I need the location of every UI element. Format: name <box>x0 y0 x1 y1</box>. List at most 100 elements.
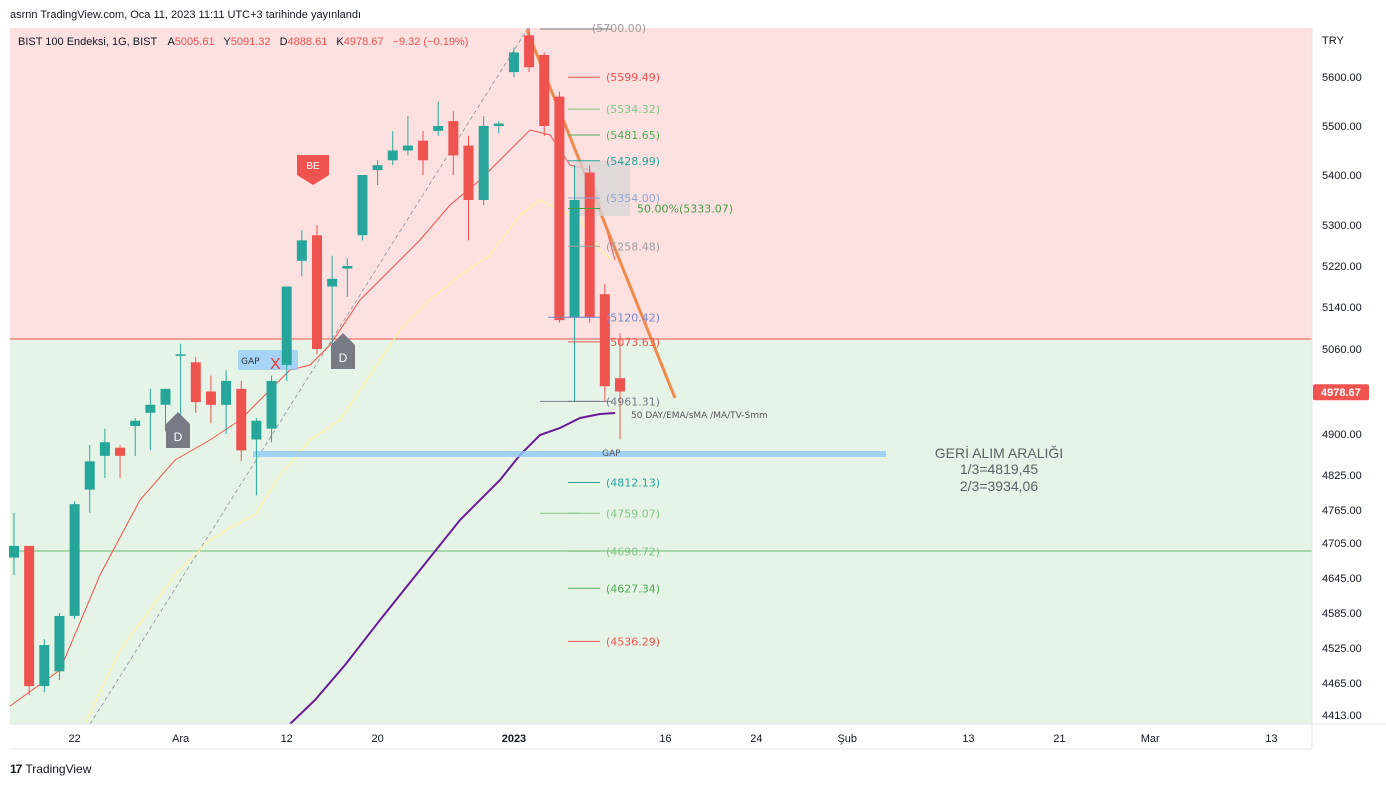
candle-body <box>554 96 565 321</box>
legend-h-value: 5091.32 <box>231 36 271 48</box>
level-label: (4627.34) <box>606 582 660 595</box>
legend-row: BIST 100 Endeksi, 1G, BIST A5005.61 Y509… <box>18 36 468 48</box>
level-label: (5258.48) <box>606 240 660 253</box>
candle-body <box>312 235 322 349</box>
d-marker-label: D <box>339 351 348 365</box>
time-tick-label: 13 <box>962 733 974 745</box>
price-tick-label: 4765.00 <box>1322 505 1362 517</box>
candle-body <box>342 266 353 269</box>
candle-body <box>387 150 398 161</box>
candle-body <box>569 200 580 318</box>
price-tick-label: 5300.00 <box>1322 220 1362 232</box>
sma-purple-line <box>289 412 616 725</box>
candle-body <box>433 126 444 131</box>
legend-l-label: D <box>280 36 288 48</box>
d-marker-icon <box>331 333 355 369</box>
level-label: (5354.00) <box>606 192 660 205</box>
zone-top <box>10 28 1312 339</box>
ma-label: 50 DAY/EMA/sMA /MA/TV-Smm <box>631 411 768 421</box>
price-tick-label: 5140.00 <box>1322 302 1362 314</box>
price-tick-label: 4900.00 <box>1322 429 1362 441</box>
price-tick-label: 4465.00 <box>1322 678 1362 690</box>
retrace-title: GERİ ALIM ARALIĞI <box>935 444 1063 461</box>
legend-symbol: BIST 100 Endeksi, 1G, BIST <box>18 36 157 48</box>
tradingview-logo-icon: 17 <box>10 762 22 776</box>
candle-body <box>448 121 459 156</box>
candle-body <box>463 145 474 200</box>
time-axis: 22 Ara 12 20 2023 16 24 Şub 13 21 Mar 13 <box>68 733 1277 745</box>
price-tick-label: 4645.00 <box>1322 573 1362 585</box>
candles <box>9 28 625 696</box>
retrace-line2: 2/3=3934,06 <box>960 478 1038 494</box>
level-label: (4759.07) <box>606 507 660 520</box>
last-price-value: 4978.67 <box>1321 387 1361 399</box>
candle-body <box>115 447 126 456</box>
legend-o-value: 5005.61 <box>175 36 215 48</box>
level-label: (5120.42) <box>606 311 660 324</box>
candle-body <box>478 126 489 200</box>
level-label: (4536.29) <box>606 635 660 648</box>
candle-body <box>251 420 262 440</box>
price-tick-label: 4413.00 <box>1322 710 1362 722</box>
candle-body <box>281 286 292 365</box>
level-label: (4812.13) <box>606 477 660 490</box>
candle-body <box>221 380 232 405</box>
level-label: (5481.65) <box>606 129 660 142</box>
time-tick-label: 16 <box>659 733 671 745</box>
candle-body <box>402 145 413 151</box>
candle-body <box>99 442 110 456</box>
candle-body <box>175 354 186 356</box>
footer: 17 TradingView <box>10 762 91 776</box>
d-marker-label: D <box>174 430 183 444</box>
retest-box <box>575 161 630 216</box>
candle-body <box>24 545 35 687</box>
time-tick-label: 13 <box>1265 733 1277 745</box>
candle-body <box>39 645 50 687</box>
level-label: (5700.00) <box>592 22 646 35</box>
ema-yellow-line <box>84 199 613 725</box>
publish-caption: asrnn TradingView.com, Oca 11, 2023 11:1… <box>10 9 362 21</box>
time-tick-label: 21 <box>1053 733 1065 745</box>
time-tick-label: 22 <box>68 733 80 745</box>
legend-c-label: K <box>336 36 344 48</box>
candle-body <box>357 175 368 236</box>
time-tick-label: Ara <box>172 733 190 745</box>
candle-body <box>508 52 519 73</box>
currency-label: TRY <box>1322 35 1344 47</box>
time-tick-label: Şub <box>837 733 857 745</box>
candle-body <box>493 123 504 126</box>
candle-body <box>539 54 550 127</box>
d-marker-icon <box>166 412 190 448</box>
candle-body <box>9 545 19 558</box>
price-tick-label: 5060.00 <box>1322 344 1362 356</box>
price-tick-label: 4585.00 <box>1322 608 1362 620</box>
price-tick-label: 4705.00 <box>1322 538 1362 550</box>
candle-body <box>236 388 247 451</box>
price-tick-label: 4825.00 <box>1322 470 1362 482</box>
price-tick-label: 4525.00 <box>1322 643 1362 655</box>
footer-brand: TradingView <box>25 762 92 776</box>
time-tick-label: Mar <box>1141 733 1160 745</box>
ema-red-line <box>9 129 616 707</box>
level-label: (5599.49) <box>606 71 660 84</box>
indicator-lines <box>9 27 886 725</box>
candle-body <box>84 461 95 490</box>
candle-body <box>205 391 216 405</box>
candle-body <box>190 362 201 403</box>
price-tick-label: 5220.00 <box>1322 261 1362 273</box>
x-marker: X <box>270 356 281 373</box>
candle-body <box>296 240 307 261</box>
legend-change: −9.32 (−0.19%) <box>393 36 469 48</box>
be-flag-label: BE <box>306 161 320 172</box>
level-label: 50.00%(5333.07) <box>637 202 733 215</box>
time-tick-label: 12 <box>281 733 293 745</box>
candle-body <box>266 380 277 429</box>
level-label: (5428.99) <box>606 155 660 168</box>
time-tick-label: 24 <box>750 733 762 745</box>
gap-band-label: GAP <box>602 449 621 459</box>
candle-body <box>615 378 625 392</box>
price-tick-label: 5500.00 <box>1322 121 1362 133</box>
price-tick-label: 5600.00 <box>1322 72 1362 84</box>
candle-body <box>524 35 535 68</box>
